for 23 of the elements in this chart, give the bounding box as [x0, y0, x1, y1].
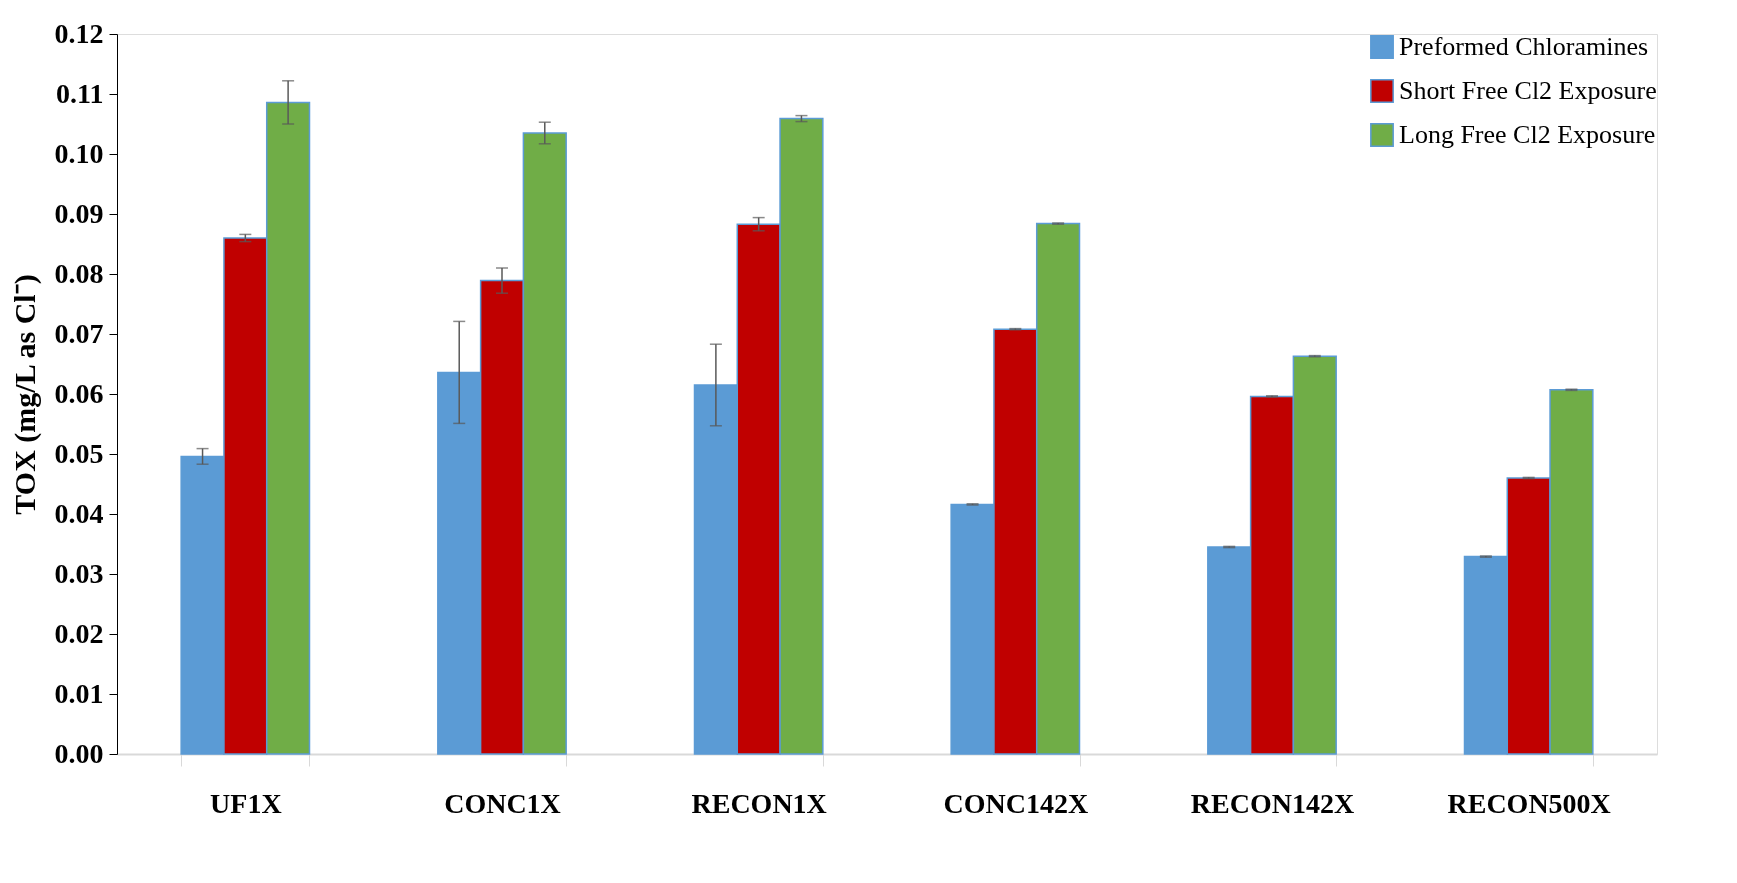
x-tick-label: CONC142X [943, 787, 1089, 819]
y-tick-label: 0.04 [54, 497, 104, 529]
y-tick-label: 0.09 [54, 197, 104, 229]
y-tick-label: 0.07 [54, 317, 104, 349]
y-tick-label: 0.05 [54, 437, 104, 469]
x-tick-label: RECON142X [1190, 787, 1355, 819]
y-tick-label: 0.10 [54, 137, 104, 169]
x-tick-label: RECON500X [1447, 787, 1611, 819]
legend-label: Preformed Chloramines [1399, 32, 1649, 61]
x-tick-label: UF1X [210, 787, 282, 819]
y-tick-label: 0.01 [54, 677, 104, 709]
x-tick-label: CONC1X [444, 787, 561, 819]
y-tick-label: 0.12 [54, 17, 104, 49]
y-tick-label: 0.11 [56, 77, 104, 109]
legend-label: Short Free Cl2 Exposure [1399, 76, 1657, 105]
y-tick-label: 0.06 [54, 377, 104, 409]
x-tick-label: RECON1X [691, 787, 827, 819]
y-tick-label: 0.02 [54, 617, 104, 649]
y-tick-label: 0.03 [54, 557, 104, 589]
y-axis-title: TOX (mg/L as Cl⁻) [7, 274, 42, 515]
y-tick-label: 0.00 [54, 737, 104, 769]
y-tick-label: 0.08 [54, 257, 104, 289]
legend-label: Long Free Cl2 Exposure [1399, 120, 1656, 149]
